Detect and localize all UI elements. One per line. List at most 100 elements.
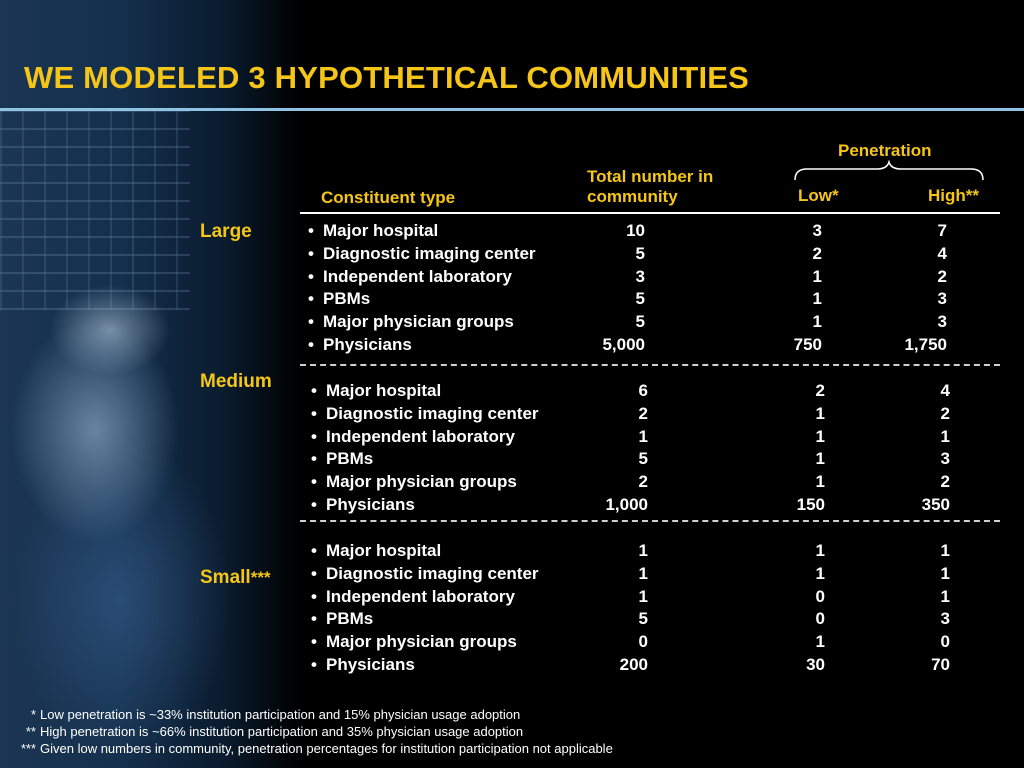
high-penetration-cell: 4 [940, 381, 950, 400]
high-penetration-cell: 4 [937, 243, 947, 263]
table-row: • Diagnostic imaging center 1 1 1 [311, 562, 1000, 585]
footnote-mark: ** [25, 724, 36, 739]
table-row: • Physicians 200 30 70 [311, 653, 1000, 676]
constituent-type-cell: Diagnostic imaging center [326, 563, 539, 583]
bullet-icon: • [308, 335, 314, 354]
footnote-text: High penetration is ~66% institution par… [40, 724, 524, 739]
constituent-type-cell: Major physician groups [323, 312, 514, 332]
community-size-label: Large [200, 221, 252, 243]
total-number-cell: 3 [635, 266, 645, 286]
constituent-type-cell: Independent laboratory [326, 426, 515, 446]
table-row: • Major physician groups 0 1 0 [311, 630, 1000, 653]
high-penetration-cell: 3 [937, 312, 947, 332]
low-penetration-cell: 1 [812, 289, 822, 309]
constituent-type-header: Constituent type [321, 188, 456, 207]
circuit-pattern-decoration [0, 110, 190, 310]
total-number-cell: 0 [638, 632, 648, 652]
total-number-cell: 1,000 [605, 495, 648, 514]
low-penetration-cell: 1 [815, 563, 825, 583]
low-penetration-cell: 1 [815, 632, 825, 652]
page-title: WE MODELED 3 HYPOTHETICAL COMMUNITIES [24, 60, 750, 95]
total-number-cell: 1 [638, 586, 648, 606]
bullet-icon: • [311, 426, 317, 446]
total-number-cell: 6 [638, 381, 648, 400]
constituent-type-cell: Major hospital [323, 221, 439, 240]
penetration-header: Penetration [838, 141, 932, 160]
table-row: • Diagnostic imaging center 5 2 4 [308, 242, 1000, 265]
table-row: • PBMs 5 1 3 [311, 447, 1000, 470]
constituent-type-cell: Major hospital [326, 541, 442, 560]
low-penetration-cell: 3 [812, 221, 822, 240]
total-number-cell: 5 [635, 243, 645, 263]
table-row: • Major hospital 10 3 7 [308, 219, 1000, 242]
constituent-type-cell: PBMs [326, 449, 374, 469]
bullet-icon: • [311, 403, 317, 423]
high-penetration-cell: 1 [940, 426, 950, 446]
bullet-icon: • [308, 243, 314, 263]
constituent-type-cell: PBMs [323, 289, 371, 309]
high-penetration-cell: 2 [937, 266, 947, 286]
brace-icon [794, 160, 984, 181]
low-penetration-cell: 2 [815, 381, 825, 400]
total-number-cell: 5 [635, 289, 645, 309]
high-penetration-cell: 350 [921, 495, 950, 514]
total-number-cell: 10 [626, 221, 645, 240]
footnote-mark: * [30, 707, 36, 722]
low-penetration-cell: 1 [812, 266, 822, 286]
constituent-type-cell: Major physician groups [326, 632, 517, 652]
total-number-cell: 1 [638, 426, 648, 446]
total-number-cell: 200 [619, 655, 648, 674]
total-number-cell: 1 [638, 541, 648, 560]
table-row: • Major hospital 6 2 4 [311, 379, 1000, 402]
low-penetration-cell: 1 [815, 472, 825, 492]
high-penetration-header: High** [928, 186, 979, 205]
constituent-type-cell: Independent laboratory [326, 586, 515, 606]
low-penetration-header: Low* [798, 186, 839, 205]
total-number-cell: 2 [638, 472, 648, 492]
total-number-cell: 5 [638, 449, 648, 469]
high-penetration-cell: 2 [940, 472, 950, 492]
bullet-icon: • [308, 289, 314, 309]
table-row: • Independent laboratory 1 1 1 [311, 425, 1000, 448]
constituent-type-cell: Major physician groups [326, 472, 517, 492]
table-row: • Major hospital 1 1 1 [311, 539, 1000, 562]
total-number-cell: 2 [638, 403, 648, 423]
bullet-icon: • [311, 541, 317, 560]
community-size-label: Small*** [200, 567, 271, 589]
bullet-icon: • [308, 266, 314, 286]
table-row: • Physicians 5,000 750 1,750 [308, 333, 1000, 356]
bullet-icon: • [311, 586, 317, 606]
community-size-footnote-mark: *** [250, 568, 271, 587]
table-row: • Diagnostic imaging center 2 1 2 [311, 402, 1000, 425]
footnote-text: Low penetration is ~33% institution part… [40, 707, 521, 722]
bullet-icon: • [311, 472, 317, 492]
high-penetration-cell: 1 [940, 541, 950, 560]
high-penetration-cell: 1,750 [904, 335, 947, 354]
constituent-type-cell: Diagnostic imaging center [323, 243, 536, 263]
constituent-type-cell: Independent laboratory [323, 266, 512, 286]
high-penetration-cell: 3 [940, 609, 950, 629]
bullet-icon: • [311, 381, 317, 400]
table-row: • Major physician groups 2 1 2 [311, 470, 1000, 493]
low-penetration-cell: 150 [796, 495, 825, 514]
header-divider [300, 212, 1000, 214]
low-penetration-cell: 2 [812, 243, 822, 263]
bullet-icon: • [311, 655, 317, 674]
high-penetration-cell: 7 [937, 221, 947, 240]
low-penetration-cell: 0 [815, 609, 825, 629]
low-penetration-cell: 0 [815, 586, 825, 606]
high-penetration-cell: 3 [940, 449, 950, 469]
footnote-mark: *** [20, 741, 36, 756]
table-row: • Major physician groups 5 1 3 [308, 310, 1000, 333]
constituent-type-cell: Physicians [326, 495, 415, 514]
constituent-type-cell: PBMs [326, 609, 374, 629]
low-penetration-cell: 1 [815, 449, 825, 469]
title-underline [0, 108, 1024, 111]
table-row: • Physicians 1,000 150 350 [311, 493, 1000, 516]
low-penetration-cell: 1 [815, 426, 825, 446]
constituent-type-cell: Diagnostic imaging center [326, 403, 539, 423]
community-size-name: Large [200, 221, 252, 242]
high-penetration-cell: 0 [940, 632, 950, 652]
table-row: • PBMs 5 0 3 [311, 607, 1000, 630]
surgeon-background-image [0, 0, 300, 768]
